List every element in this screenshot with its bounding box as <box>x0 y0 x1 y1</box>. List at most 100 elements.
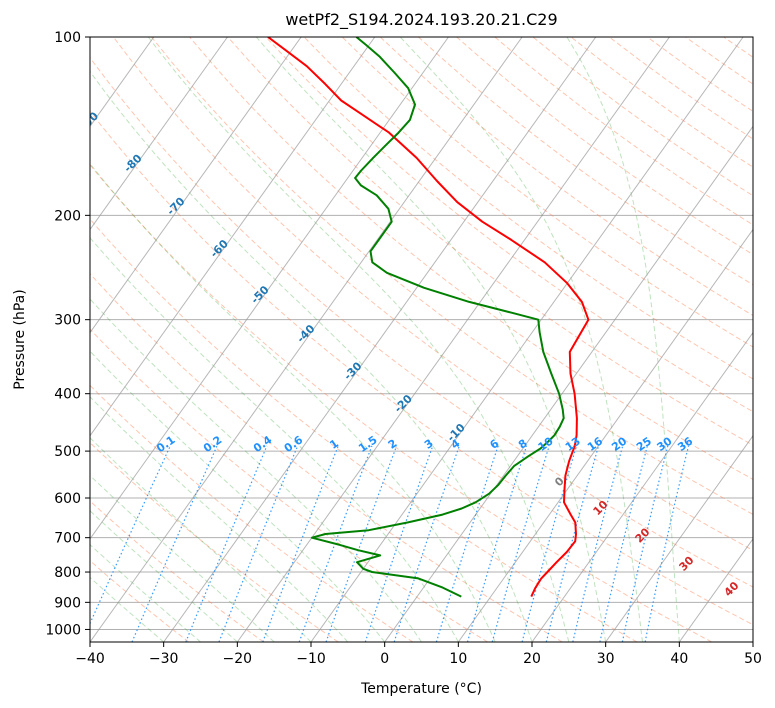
mixing-ratio-line <box>522 446 576 642</box>
isotherm-label: -60 <box>208 237 231 260</box>
x-axis-title: Temperature (°C) <box>360 681 482 697</box>
y-tick-label: 500 <box>54 444 81 460</box>
y-tick-label: 100 <box>54 30 81 46</box>
isotherm <box>16 37 448 642</box>
moist-adiabat <box>0 37 348 642</box>
isotherm-label: -70 <box>164 194 187 217</box>
mixing-ratio-line <box>645 446 688 642</box>
moist-adiabat <box>2 37 495 642</box>
y-tick-label: 800 <box>54 565 81 581</box>
dry-adiabat <box>304 37 775 642</box>
moist-adiabat <box>0 37 274 642</box>
dry-adiabat <box>724 37 775 642</box>
y-tick-label: 400 <box>54 387 81 403</box>
y-tick-label: 600 <box>54 491 81 507</box>
x-tick-label: 20 <box>523 651 541 667</box>
mixing-ratio-line <box>573 446 623 642</box>
moist-adiabat <box>567 37 679 642</box>
dry-adiabat <box>686 37 775 642</box>
isotherms <box>0 37 775 642</box>
dewpoint-profile <box>312 37 564 597</box>
dry-adiabat <box>0 37 189 642</box>
dry-adiabats <box>0 37 775 642</box>
plot-area: 0.1 0.2 0.4 0.6 1 1.5 2 3 4 6 8 10 13 16 20 25 30 36-100-… <box>0 37 775 642</box>
mixing-ratio-label: 0.6 <box>282 433 306 455</box>
dry-adiabat-label: 10 <box>591 498 611 518</box>
y-tick-label: 300 <box>54 313 81 329</box>
dry-adiabat <box>152 37 775 642</box>
moist-adiabat <box>0 37 385 642</box>
dry-adiabat-label: 40 <box>722 579 742 599</box>
dry-adiabat <box>0 37 488 642</box>
isotherm-label: -100 <box>30 67 59 96</box>
dry-adiabat <box>647 37 775 642</box>
isotherm-label: -40 <box>294 322 317 345</box>
moist-adiabat <box>0 37 458 642</box>
isotherm <box>164 37 596 642</box>
x-tick-label: −30 <box>149 651 179 667</box>
isotherm-label: -20 <box>392 392 415 415</box>
isotherm <box>0 37 6 642</box>
mixing-ratio-line <box>186 446 267 642</box>
x-tick-label: −10 <box>296 651 326 667</box>
mixing-ratio-line <box>394 446 459 642</box>
mixing-ratio-line <box>622 446 667 642</box>
dry-adiabat-label: 20 <box>632 525 652 545</box>
isotherm-label: -30 <box>341 359 364 382</box>
moist-adiabat <box>0 37 237 642</box>
dry-adiabat-label: 30 <box>677 553 697 573</box>
isotherm <box>0 37 227 642</box>
isotherm <box>679 37 775 642</box>
x-tick-label: 0 <box>380 651 389 667</box>
dry-adiabat <box>495 37 775 642</box>
x-axis: −40 −30 −20 −10 0 10 20 30 40 50 <box>75 642 762 667</box>
x-tick-label: 10 <box>449 651 467 667</box>
x-tick-label: 40 <box>670 651 688 667</box>
mixing-ratio-label: 1.5 <box>356 433 379 455</box>
x-tick-label: 50 <box>744 651 762 667</box>
y-tick-label: 200 <box>54 208 81 224</box>
isotherm <box>385 37 775 642</box>
y-tick-label: 1000 <box>45 622 81 638</box>
pressure-gridlines <box>90 37 753 629</box>
dry-adiabat <box>266 37 775 642</box>
x-tick-label: −40 <box>75 651 105 667</box>
temperature-profile <box>268 37 588 597</box>
mixing-ratio-label: 3 <box>422 437 436 452</box>
isotherm <box>311 37 743 642</box>
y-tick-label: 700 <box>54 531 81 547</box>
y-axis-title: Pressure (hPa) <box>12 289 28 389</box>
mixing-ratio-label: 0.2 <box>201 433 224 455</box>
isotherm <box>753 37 775 642</box>
mixing-ratio-label: 6 <box>487 437 501 452</box>
moist-adiabat <box>400 37 642 642</box>
plot-frame <box>90 37 753 642</box>
mixing-ratio-line <box>468 446 527 642</box>
dry-adiabat <box>342 37 775 642</box>
dry-adiabat <box>0 37 413 642</box>
dry-adiabat <box>457 37 775 642</box>
dry-adiabat <box>0 37 264 642</box>
mixing-ratio-line <box>436 446 498 642</box>
y-tick-label: 900 <box>54 595 81 611</box>
dry-adiabat <box>113 37 775 642</box>
sounding-series <box>268 37 588 597</box>
x-tick-label: 30 <box>597 651 615 667</box>
dry-adiabat <box>533 37 775 642</box>
mixing-ratio-lines <box>82 446 689 642</box>
mixing-ratio-line <box>492 446 549 642</box>
mixing-ratio-line <box>263 446 338 642</box>
x-tick-label: −20 <box>223 651 253 667</box>
isotherm <box>458 37 775 642</box>
chart-title: wetPf2_S194.2024.193.20.21.C29 <box>285 10 557 30</box>
mixing-ratio-label: 0.1 <box>154 433 177 455</box>
mixing-ratio-label: 8 <box>516 437 530 452</box>
dry-adiabat <box>0 37 562 642</box>
y-axis: 100 200 300 400 500 600 700 800 900 1000 <box>45 30 90 638</box>
moist-adiabat <box>0 37 311 642</box>
mixing-ratio-label: 2 <box>386 437 400 452</box>
dry-adiabat <box>0 37 338 642</box>
mixing-ratio-label: 0.4 <box>251 433 275 455</box>
mixing-ratio-line <box>365 446 433 642</box>
